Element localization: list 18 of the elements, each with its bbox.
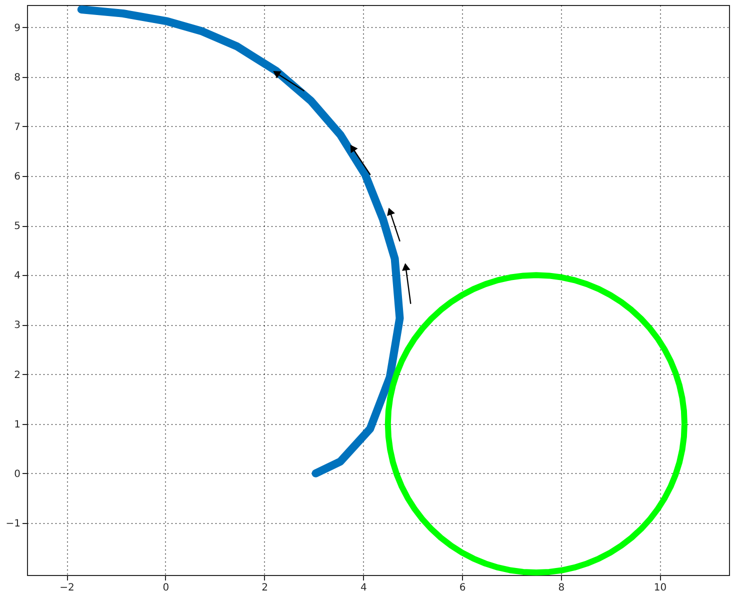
x-tick-label: 2 bbox=[262, 582, 268, 594]
x-tick-label: 8 bbox=[558, 582, 565, 594]
y-tick-label: −1 bbox=[6, 518, 20, 530]
y-tick-label: 5 bbox=[14, 221, 20, 232]
y-tick-label: 6 bbox=[14, 172, 20, 182]
x-tick-label: 6 bbox=[459, 582, 466, 594]
y-tick-label: 4 bbox=[14, 270, 20, 282]
x-tick-label: −2 bbox=[60, 582, 74, 594]
y-tick-label: 1 bbox=[14, 419, 20, 430]
y-tick-label: 2 bbox=[14, 370, 20, 381]
x-tick-label: 4 bbox=[360, 582, 367, 594]
y-tick-label: 3 bbox=[14, 320, 20, 332]
y-tick-label: 8 bbox=[14, 72, 20, 84]
y-tick-label: 7 bbox=[14, 122, 20, 133]
y-tick-label: 0 bbox=[14, 468, 20, 480]
x-tick-label: 0 bbox=[162, 582, 170, 594]
x-tick-label: 10 bbox=[654, 582, 667, 594]
y-tick-label: 9 bbox=[14, 22, 20, 34]
